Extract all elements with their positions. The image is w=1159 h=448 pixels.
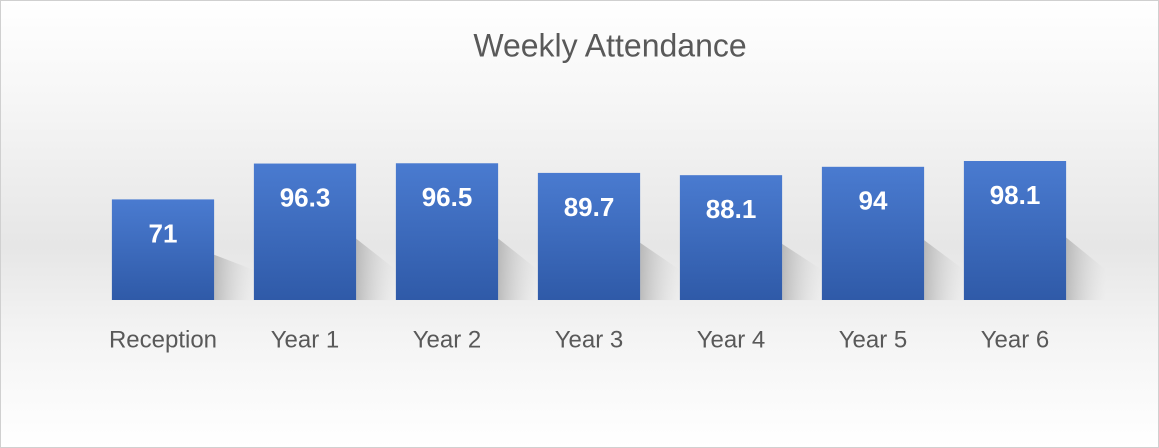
bar (395, 163, 499, 300)
x-tick-label: Year 3 (555, 326, 624, 353)
data-label: 98.1 (990, 180, 1041, 210)
bar (111, 199, 215, 300)
bar-shadow (640, 242, 681, 300)
bar-shadow (498, 238, 539, 300)
data-label: 88.1 (706, 194, 757, 224)
x-tick-label: Year 4 (697, 326, 766, 353)
bar-shadow (214, 254, 255, 300)
data-label: 71 (149, 218, 178, 248)
data-label: 96.3 (280, 182, 331, 212)
x-tick-label: Reception (109, 326, 217, 353)
bar-shadow (356, 238, 397, 300)
bar (963, 161, 1067, 300)
data-label: 89.7 (564, 192, 615, 222)
x-tick-label: Year 2 (413, 326, 482, 353)
data-label: 96.5 (422, 182, 473, 212)
bar (253, 163, 357, 300)
bar-shadow (924, 240, 965, 300)
x-tick-label: Year 1 (271, 326, 340, 353)
data-label: 94 (859, 186, 888, 216)
bar-shadow (1066, 237, 1107, 300)
x-tick-label: Year 6 (981, 326, 1050, 353)
bar (679, 175, 783, 300)
bar (821, 166, 925, 300)
bar-shadow (782, 243, 823, 300)
bar (537, 172, 641, 300)
x-tick-label: Year 5 (839, 326, 908, 353)
chart-title: Weekly Attendance (473, 27, 746, 63)
